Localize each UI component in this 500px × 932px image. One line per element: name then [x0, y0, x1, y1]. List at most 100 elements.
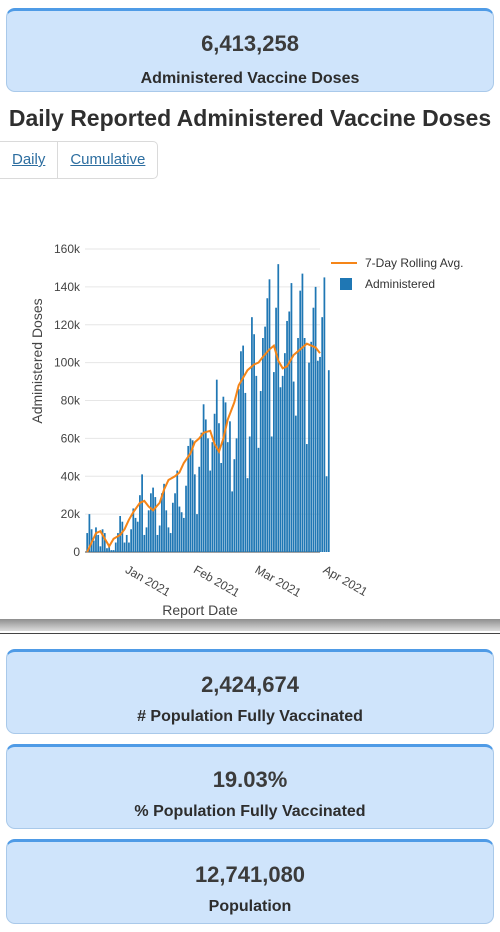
bar [314, 286, 317, 552]
tab-daily[interactable]: Daily [12, 151, 46, 168]
bar [281, 375, 284, 552]
bar [174, 493, 176, 552]
y-tick-label: 120k [54, 318, 81, 332]
bar [134, 517, 137, 552]
daily-doses-chart: 0 20k 40k 60k 80k 100k 120k 140k 160k Jan 2021 Fe… [29, 242, 464, 618]
bar [237, 389, 240, 552]
bar [128, 542, 130, 552]
bar [312, 307, 315, 552]
bar [97, 534, 100, 552]
tab-cumulative[interactable]: Cumulative [57, 142, 157, 178]
bar [226, 442, 229, 552]
bar [264, 326, 266, 552]
bar [255, 375, 258, 552]
bar [224, 402, 227, 552]
bar [123, 542, 126, 552]
bar [235, 438, 238, 552]
bar [327, 370, 330, 552]
bar [198, 466, 201, 552]
fully-vaccinated-percent-card: 19.03% % Population Fully Vaccinated [6, 744, 494, 829]
bar [193, 474, 196, 552]
bar [277, 264, 280, 552]
bar [209, 470, 212, 552]
bar [279, 387, 282, 552]
bar [147, 510, 150, 552]
bar [150, 493, 152, 552]
bar [136, 521, 139, 552]
bar [139, 495, 141, 552]
administered-doses-card: 6,413,258 Administered Vaccine Doses [6, 8, 494, 92]
bar [106, 548, 108, 552]
y-tick-label: 80k [61, 394, 81, 408]
chart-grid [85, 248, 320, 553]
bar [103, 533, 106, 552]
bar [231, 491, 234, 552]
y-tick-label: 0 [73, 545, 80, 559]
legend-label-rolling-avg: 7-Day Rolling Avg. [365, 256, 464, 270]
bar [294, 415, 297, 552]
bar [299, 290, 302, 552]
bar [253, 334, 255, 552]
section-divider [0, 633, 500, 634]
bar [215, 379, 218, 552]
rolling-avg-line [86, 342, 321, 553]
bar [323, 277, 326, 552]
population-label: Population [208, 898, 292, 915]
bar [303, 338, 306, 552]
bar [290, 283, 293, 552]
bar [275, 307, 277, 552]
x-tick-label: Feb 2021 [191, 562, 242, 600]
bar [132, 508, 135, 552]
bar [180, 512, 183, 552]
bar [130, 529, 132, 552]
bar [297, 338, 299, 552]
bar [246, 478, 249, 552]
bar [202, 404, 205, 552]
y-tick-label: 60k [61, 431, 81, 445]
bar [88, 514, 91, 552]
bar [112, 550, 115, 552]
bar [145, 527, 148, 552]
legend-label-administered: Administered [365, 277, 435, 291]
bar [182, 517, 185, 552]
bar [242, 345, 245, 552]
bar [301, 273, 304, 552]
bar [176, 470, 179, 552]
chart-legend: 7-Day Rolling Avg. Administered [331, 256, 464, 291]
bar [207, 438, 209, 552]
bar [248, 436, 251, 552]
bar [121, 521, 124, 552]
bar [262, 338, 264, 552]
bar [251, 317, 253, 552]
bar [204, 419, 207, 552]
fully-vaccinated-percent-value: 19.03% [212, 767, 288, 792]
bar [240, 351, 242, 552]
bar [286, 320, 288, 552]
bar [244, 392, 247, 552]
bar [99, 546, 102, 552]
bar [191, 440, 194, 552]
bar [158, 525, 161, 552]
bar [117, 533, 119, 552]
bar [259, 391, 262, 552]
bar [319, 356, 321, 552]
legend-bar-swatch [340, 278, 352, 290]
bar [125, 534, 128, 552]
bar [152, 487, 154, 552]
x-axis-title: Report Date [162, 602, 238, 618]
bar [266, 298, 269, 552]
bar [160, 493, 163, 552]
bar [220, 462, 223, 552]
bar [163, 483, 165, 552]
bar [165, 510, 168, 552]
population-value: 12,741,080 [194, 862, 306, 887]
fully-vaccinated-percent-label: % Population Fully Vaccinated [134, 803, 366, 820]
y-axis-title: Administered Doses [29, 298, 45, 423]
bar [283, 353, 286, 552]
bar [257, 447, 260, 552]
section-divider-shadow [0, 619, 500, 631]
bar [316, 360, 319, 552]
bar [321, 317, 324, 552]
y-axis-ticks: 0 20k 40k 60k 80k 100k 120k 140k 160k [54, 242, 81, 559]
bar [273, 372, 275, 552]
